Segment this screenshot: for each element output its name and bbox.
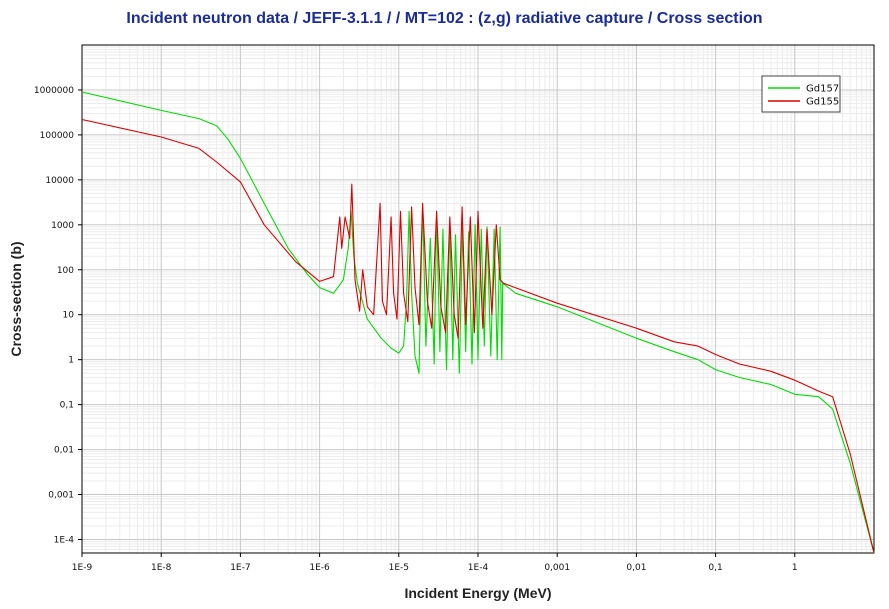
legend-label-gd157: Gd157 bbox=[806, 84, 839, 95]
chart-title: Incident neutron data / JEFF-3.1.1 / / M… bbox=[126, 10, 763, 27]
x-tick-label: 0,001 bbox=[544, 563, 570, 573]
legend-box bbox=[761, 75, 841, 113]
x-tick-label: 1E-9 bbox=[72, 563, 93, 573]
y-axis-label: Cross-section (b) bbox=[8, 241, 24, 356]
x-tick-label: 1E-5 bbox=[389, 563, 409, 573]
y-tick-label: 1000000 bbox=[34, 86, 74, 96]
x-axis-ticks: 1E-9 1E-8 1E-7 1E-6 1E-5 1E-4 0,001 0,01 0,1 1 bbox=[72, 553, 798, 573]
x-tick-label: 0,01 bbox=[626, 563, 646, 573]
legend-label-gd155: Gd155 bbox=[806, 97, 839, 108]
y-axis-ticks: 1000000 100000 10000 1000 100 10 1 0,1 0,01 0,001… bbox=[34, 86, 82, 545]
y-tick-label: 100 bbox=[57, 266, 74, 276]
x-tick-label: 1E-4 bbox=[468, 563, 489, 573]
y-tick-label: 0,01 bbox=[54, 446, 74, 456]
series-line-gd157 bbox=[81, 91, 875, 554]
y-tick-label: 0,1 bbox=[60, 401, 74, 411]
x-tick-label: 1 bbox=[792, 563, 798, 573]
x-tick-label: 1E-8 bbox=[151, 563, 172, 573]
y-tick-label: 0,001 bbox=[48, 491, 74, 501]
x-tick-label: 1E-7 bbox=[230, 563, 250, 573]
major-grid bbox=[81, 45, 874, 553]
x-axis-label: Incident Energy (MeV) bbox=[404, 585, 551, 601]
y-tick-label: 1E-4 bbox=[54, 535, 75, 545]
y-tick-label: 1 bbox=[68, 356, 74, 366]
series-layer bbox=[81, 91, 875, 554]
y-tick-label: 10000 bbox=[45, 176, 74, 186]
x-tick-label: 0,1 bbox=[708, 563, 722, 573]
series-line-gd155 bbox=[81, 118, 875, 554]
y-tick-label: 10 bbox=[63, 311, 75, 321]
y-tick-label: 1000 bbox=[51, 221, 74, 231]
legend[interactable]: Gd157 Gd155 bbox=[761, 75, 841, 113]
y-tick-label: 100000 bbox=[40, 131, 75, 141]
x-tick-label: 1E-6 bbox=[309, 563, 330, 573]
